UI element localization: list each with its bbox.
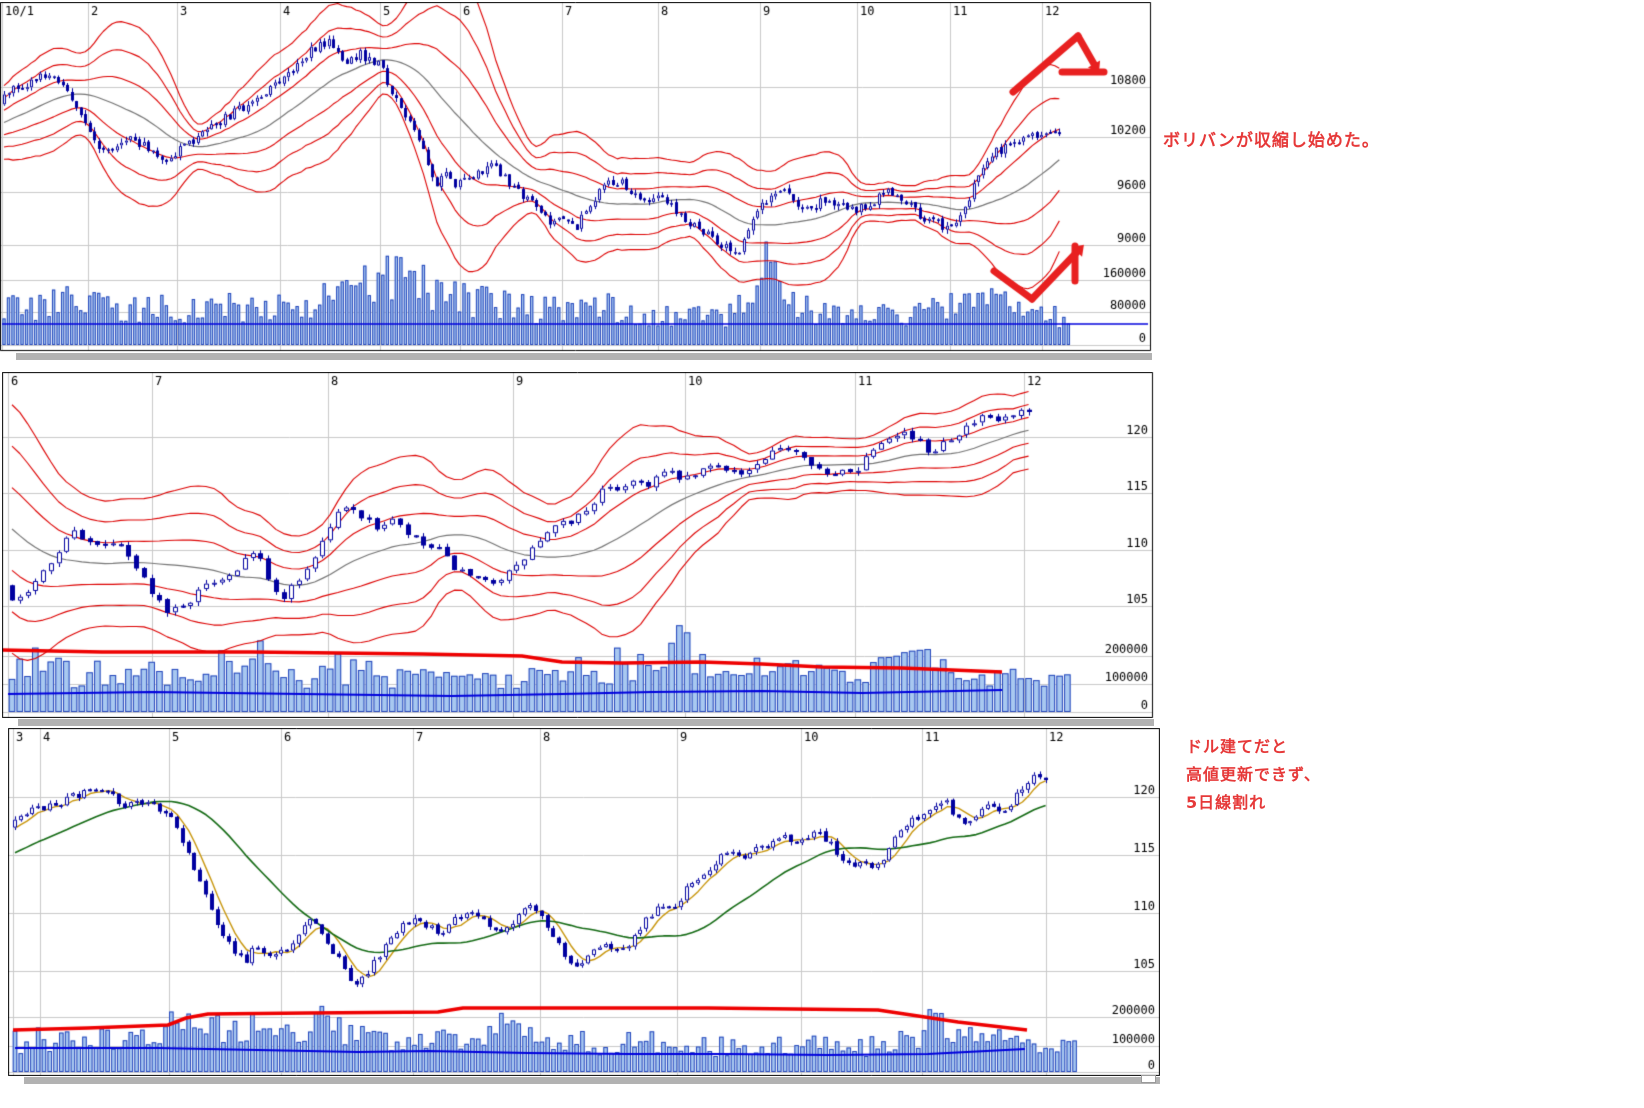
usd-note-line-2: 高値更新できず、 — [1186, 765, 1321, 784]
window-resize-grip[interactable] — [1141, 1075, 1156, 1083]
usd-denominated-note: ドル建てだと 高値更新できず、 5日線割れ — [1186, 733, 1321, 817]
window-shadow-middle — [18, 719, 1154, 726]
nikkei-daily-candlestick-chart[interactable] — [0, 2, 1152, 352]
usd-note-line-1: ドル建てだと — [1186, 737, 1289, 756]
window-shadow-bottom — [24, 1077, 1160, 1084]
bollinger-contraction-note: ボリバンが収縮し始めた。 — [1163, 131, 1380, 151]
usd-nikkei-jun-dec-bollinger-chart[interactable] — [2, 372, 1154, 718]
usd-nikkei-mar-dec-moving-average-chart[interactable] — [8, 728, 1160, 1076]
window-shadow-top — [16, 353, 1152, 360]
usd-note-line-3: 5日線割れ — [1186, 793, 1267, 812]
